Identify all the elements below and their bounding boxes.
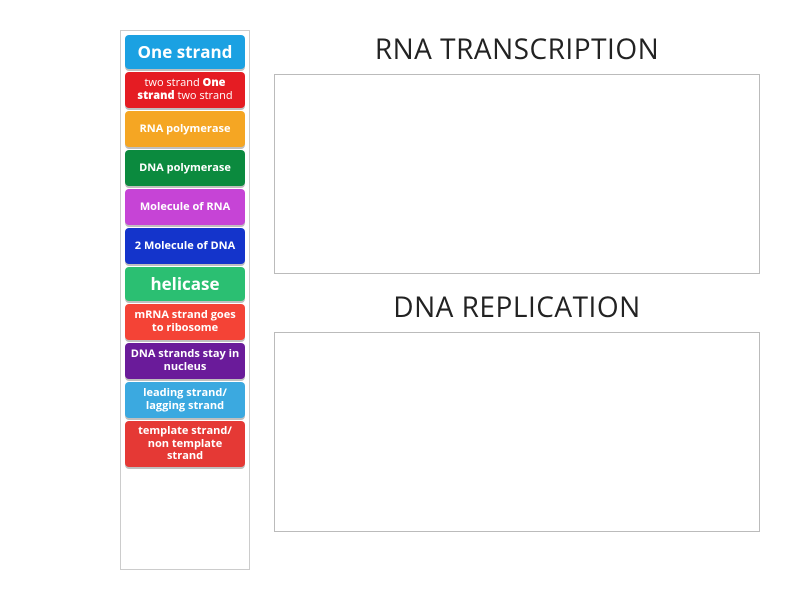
section-title: DNA REPLICATION — [274, 288, 760, 326]
tile-rna-polymerase[interactable]: RNA polymerase — [125, 111, 245, 147]
tile-label: 2 Molecule of DNA — [135, 240, 235, 253]
tile-label: template strand/ non template strand — [129, 425, 241, 463]
tile-label: DNA polymerase — [139, 162, 231, 175]
tile-two-strand-mixed[interactable]: two strand One strand two strand — [125, 72, 245, 108]
section-title: RNA TRANSCRIPTION — [274, 30, 760, 68]
tile-label: mRNA strand goes to ribosome — [129, 309, 241, 334]
tile-dna-stay-nucleus[interactable]: DNA strands stay in nucleus — [125, 343, 245, 379]
tile-helicase[interactable]: helicase — [125, 267, 245, 301]
tile-label: One strand — [138, 42, 233, 62]
tile-panel: One strand two strand One strand two str… — [120, 30, 250, 570]
section-rna-transcription: RNA TRANSCRIPTION — [274, 30, 760, 274]
section-dna-replication: DNA REPLICATION — [274, 288, 760, 532]
tile-label: helicase — [150, 274, 219, 294]
tile-template-nontempl[interactable]: template strand/ non template strand — [125, 421, 245, 467]
tile-leading-lagging[interactable]: leading strand/ lagging strand — [125, 382, 245, 418]
tile-text-part: two strand — [175, 88, 233, 103]
drop-side: RNA TRANSCRIPTION DNA REPLICATION — [274, 30, 760, 570]
sorting-activity: One strand two strand One strand two str… — [0, 0, 800, 600]
drop-zone-rna-transcription[interactable] — [274, 74, 760, 274]
tile-label: Molecule of RNA — [140, 201, 230, 214]
tile-dna-polymerase[interactable]: DNA polymerase — [125, 150, 245, 186]
tile-label: DNA strands stay in nucleus — [129, 348, 241, 373]
tile-label: RNA polymerase — [140, 123, 231, 136]
tile-mrna-to-ribosome[interactable]: mRNA strand goes to ribosome — [125, 304, 245, 340]
drop-zone-dna-replication[interactable] — [274, 332, 760, 532]
tile-two-molecule-dna[interactable]: 2 Molecule of DNA — [125, 228, 245, 264]
tile-label: leading strand/ lagging strand — [129, 387, 241, 412]
tile-label: two strand One strand two strand — [129, 77, 241, 102]
tile-molecule-rna[interactable]: Molecule of RNA — [125, 189, 245, 225]
tile-one-strand[interactable]: One strand — [125, 35, 245, 69]
